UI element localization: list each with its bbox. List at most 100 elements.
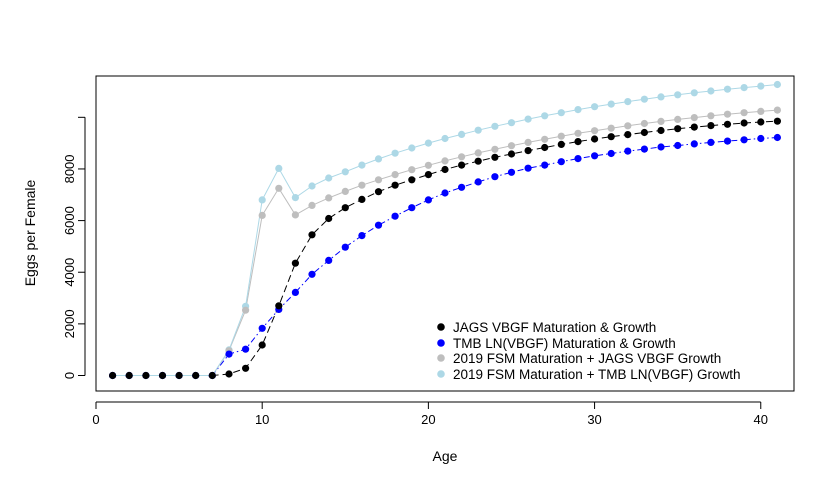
data-point: [507, 142, 516, 150]
data-point: [258, 196, 266, 204]
legend: JAGS VBGF Maturation & Growth TMB LN(VBG…: [437, 320, 740, 382]
data-point: [674, 125, 682, 133]
data-point: [524, 138, 532, 146]
data-point: [109, 371, 117, 380]
data-point: [524, 164, 532, 172]
data-point: [374, 155, 383, 163]
data-point: [424, 139, 432, 147]
series-points: [109, 80, 782, 380]
data-point: [275, 164, 283, 172]
data-point: [624, 147, 632, 155]
data-point: [358, 195, 366, 203]
data-point: [275, 184, 283, 192]
data-point: [341, 204, 349, 212]
data-point: [175, 371, 183, 380]
data-point: [275, 302, 283, 310]
data-point: [441, 157, 449, 165]
data-point: [690, 123, 698, 131]
data-point: [491, 153, 499, 161]
x-tick-label: 0: [92, 412, 99, 427]
data-point: [258, 324, 266, 332]
data-point: [740, 136, 748, 144]
data-point: [424, 196, 432, 204]
data-point: [557, 158, 565, 166]
data-point: [607, 100, 615, 108]
legend-label-jags: JAGS VBGF Maturation & Growth: [453, 320, 656, 335]
data-point: [291, 211, 299, 219]
data-point: [773, 106, 782, 114]
data-point: [557, 132, 565, 140]
data-point: [391, 181, 399, 189]
data-point: [607, 149, 615, 158]
data-point: [707, 138, 715, 146]
y-tick-label: 2000: [62, 309, 77, 338]
data-point: [258, 341, 266, 349]
data-point: [723, 110, 732, 118]
data-point: [773, 133, 782, 142]
data-point: [408, 176, 416, 184]
data-point: [657, 126, 665, 135]
legend-label-fsm-tmb: 2019 FSM Maturation + TMB LN(VBGF) Growt…: [453, 367, 740, 382]
data-point: [391, 171, 399, 179]
data-point: [524, 115, 532, 123]
data-point: [474, 178, 482, 186]
data-point: [690, 89, 698, 97]
data-point: [591, 103, 599, 111]
data-point: [674, 115, 682, 123]
legend-marker-fsm-jags: [437, 354, 445, 362]
data-point: [474, 126, 482, 134]
data-point: [740, 109, 748, 117]
data-point: [325, 214, 333, 223]
data-point: [341, 243, 349, 251]
data-point: [242, 364, 250, 372]
y-tick-label: 6000: [62, 206, 77, 235]
legend-label-fsm-jags: 2019 FSM Maturation + JAGS VBGF Growth: [453, 351, 721, 366]
data-point: [740, 84, 748, 92]
data-point: [674, 91, 682, 99]
data-point: [441, 165, 449, 174]
data-point: [773, 117, 782, 125]
data-point: [507, 168, 516, 176]
x-tick-label: 20: [421, 412, 435, 427]
data-point: [374, 188, 383, 196]
data-point: [541, 135, 549, 143]
data-point: [657, 117, 665, 125]
data-point: [707, 112, 715, 120]
data-point: [757, 107, 765, 115]
data-point: [607, 124, 615, 132]
data-point: [707, 122, 715, 130]
x-tick-label: 10: [255, 412, 269, 427]
x-axis-title: Age: [433, 448, 458, 464]
data-point: [574, 138, 582, 146]
data-point: [524, 147, 532, 155]
data-point: [657, 93, 665, 101]
y-axis-title: Eggs per Female: [22, 179, 38, 286]
data-point: [690, 140, 698, 148]
data-point: [291, 288, 299, 296]
data-point: [773, 80, 782, 89]
data-point: [308, 182, 316, 190]
data-point: [690, 114, 698, 122]
data-point: [408, 204, 416, 212]
data-point: [458, 183, 466, 191]
data-point: [574, 155, 582, 163]
x-tick-label: 30: [587, 412, 601, 427]
data-point: [424, 161, 432, 169]
data-point: [491, 173, 499, 181]
data-point: [574, 106, 582, 114]
data-point: [458, 161, 466, 169]
data-point: [225, 370, 233, 378]
legend-marker-jags: [437, 323, 445, 331]
data-point: [291, 259, 299, 267]
data-point: [674, 141, 682, 150]
data-point: [291, 194, 299, 202]
data-point: [325, 194, 333, 202]
data-point: [607, 133, 615, 141]
data-point: [640, 128, 649, 137]
data-point: [624, 98, 632, 106]
data-point: [225, 350, 233, 358]
data-point: [574, 129, 582, 137]
axes: 0 10 20 30 40 0 2000 4000 6000 8000: [62, 116, 768, 427]
data-point: [657, 143, 665, 151]
